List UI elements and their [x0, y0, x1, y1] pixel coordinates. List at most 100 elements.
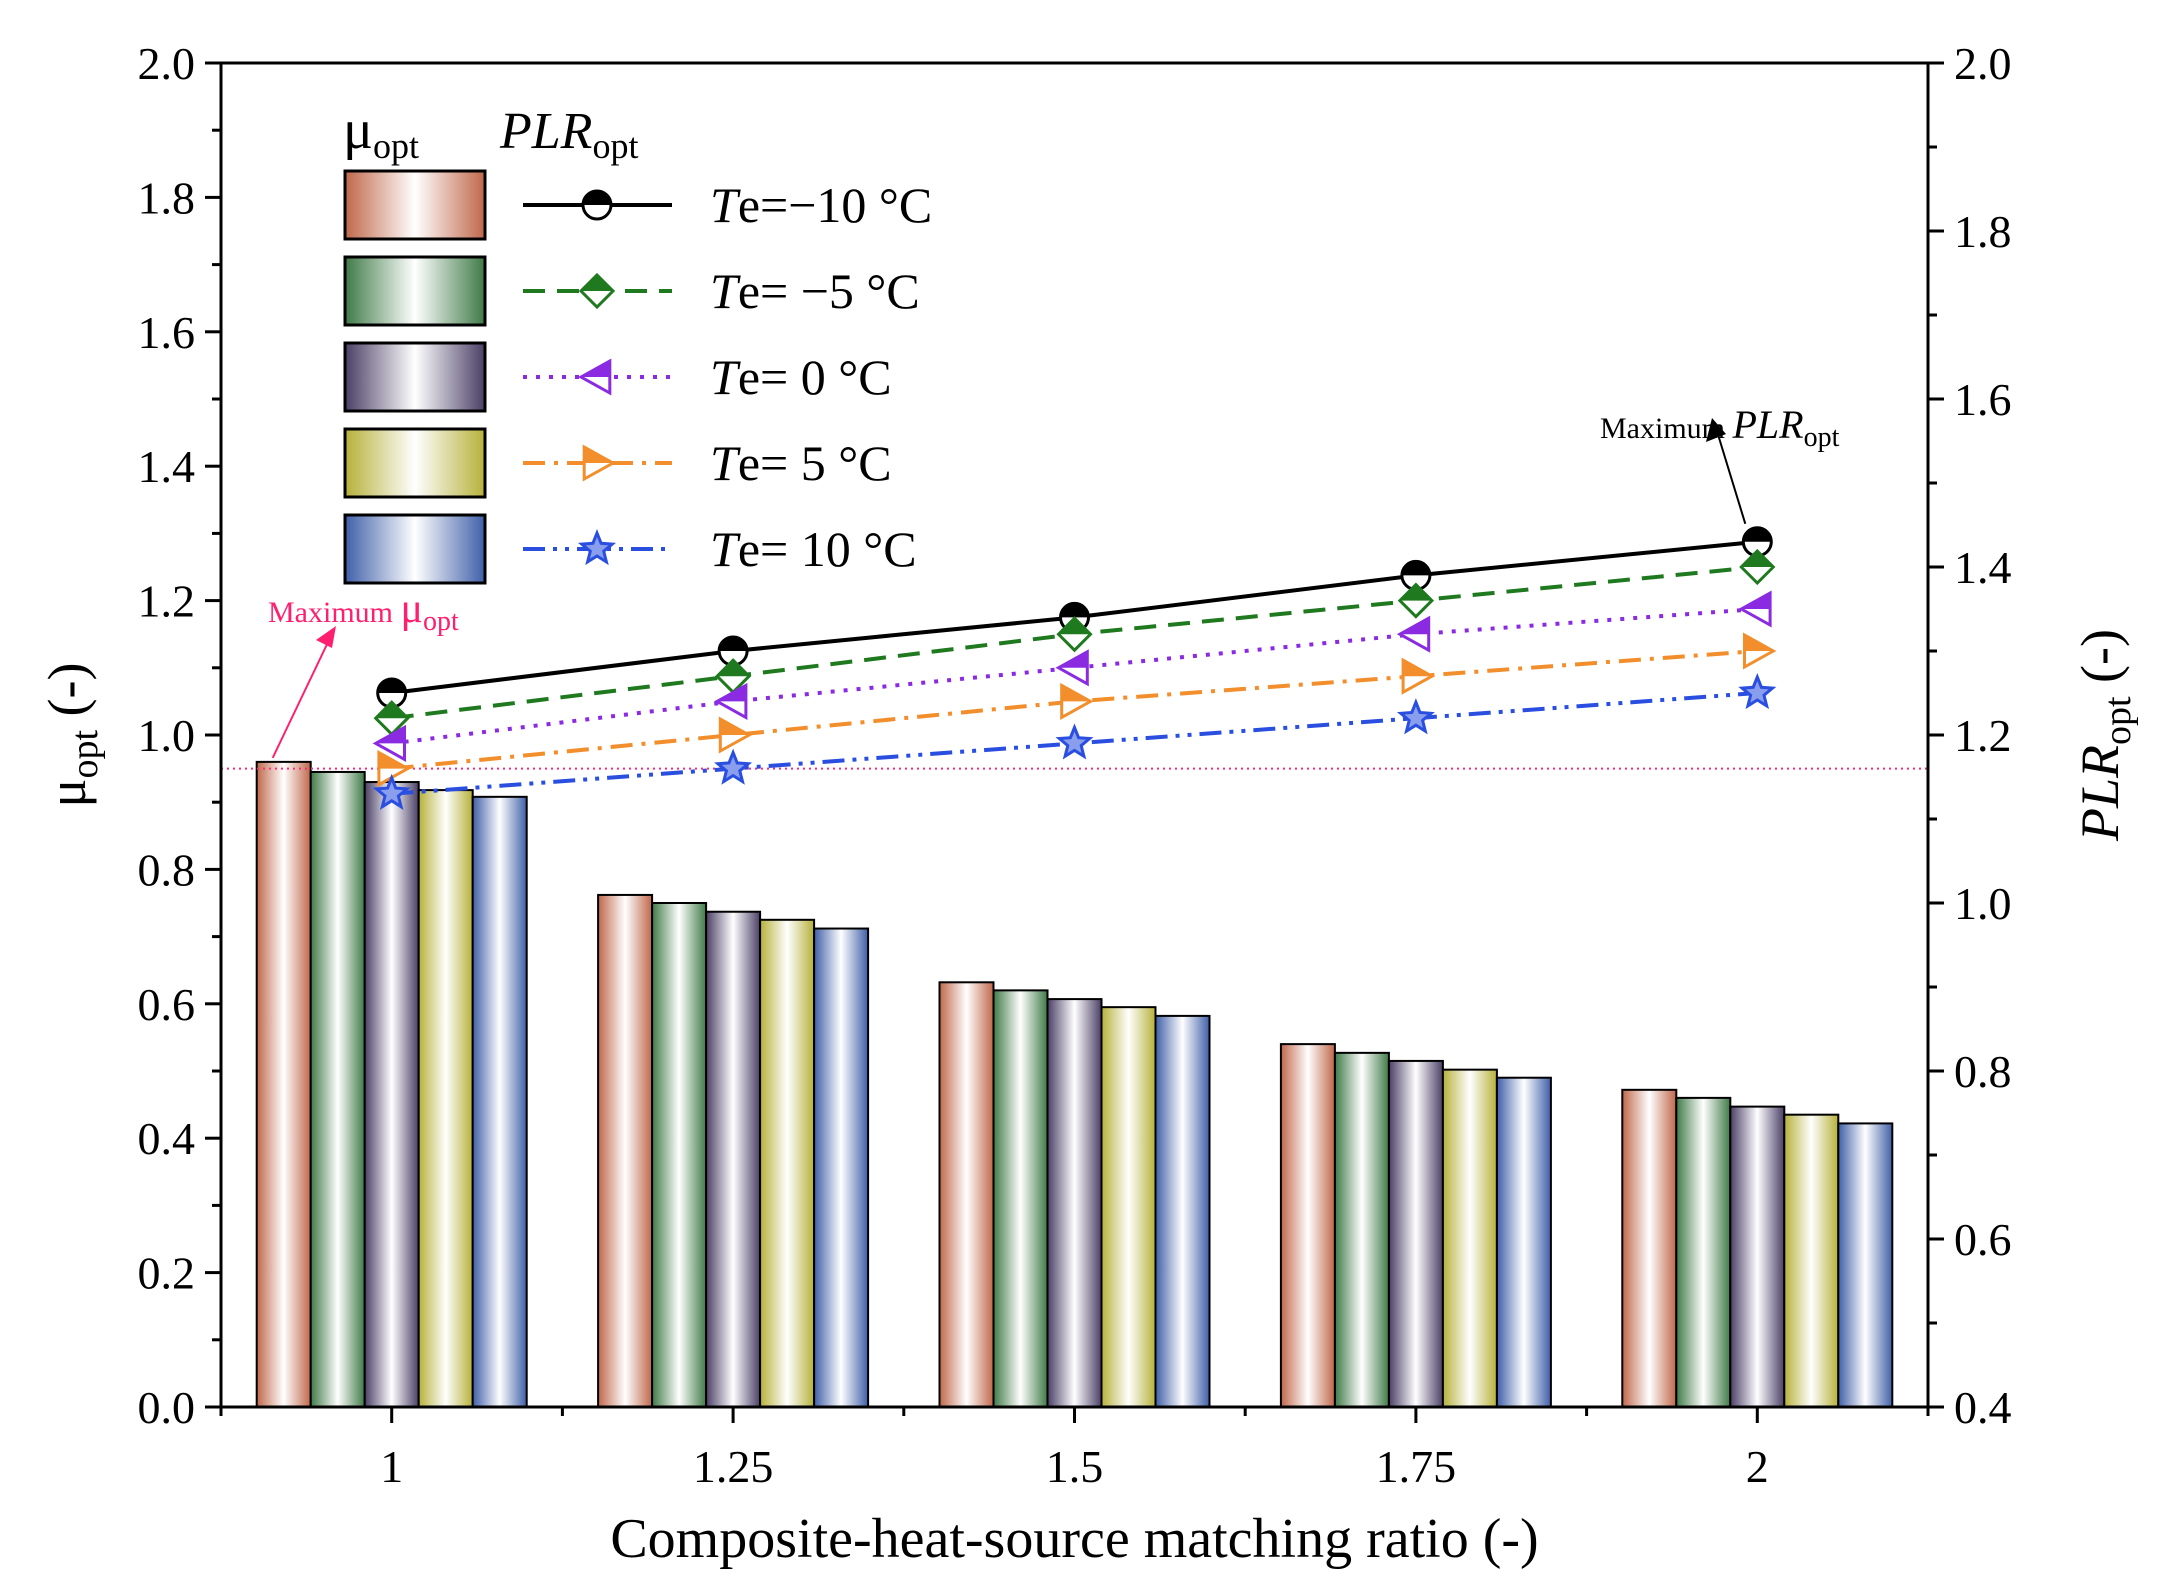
marker-fill — [581, 533, 613, 562]
marker-fill — [1399, 584, 1432, 601]
legend-bar-swatch — [343, 341, 487, 413]
y-tick-label: 0.0 — [138, 1382, 196, 1433]
x-tick-label: 1.75 — [1376, 1441, 1457, 1492]
legend-entry: Te=−10 °C — [343, 169, 932, 241]
bar — [1046, 998, 1103, 1408]
y-tick-label: 1.2 — [138, 576, 196, 627]
line-marker — [1396, 615, 1431, 653]
legend-header-plr-main: PLR — [499, 103, 592, 160]
line-marker — [1056, 616, 1093, 653]
marker-fill — [717, 752, 749, 782]
legend-label-t: T — [710, 435, 741, 491]
legend-label-sub: e — [738, 435, 760, 491]
marker-fill — [1061, 685, 1091, 702]
y2-tick-label: 1.6 — [1954, 374, 2012, 425]
marker-fill — [1741, 593, 1771, 609]
x-tick-label: 1.5 — [1046, 1441, 1104, 1492]
line-marker — [1743, 632, 1777, 670]
legend-entry: Te= 0 °C — [343, 341, 892, 413]
marker-fill — [720, 719, 750, 735]
bar — [1495, 1076, 1552, 1408]
marker-fill — [1741, 551, 1774, 567]
y-tick-label: 1.4 — [138, 441, 196, 492]
legend-header-plr: PLRopt — [499, 103, 638, 166]
line-layer — [372, 526, 1777, 810]
marker-fill — [1401, 561, 1430, 576]
y2-axis-title-main: PLR — [2070, 745, 2130, 842]
y2-tick-label: 0.6 — [1954, 1214, 2012, 1265]
legend-label-t: T — [710, 349, 741, 405]
y2-tick-label: 0.8 — [1954, 1046, 2012, 1097]
line-marker — [717, 635, 749, 667]
legend-label-t: T — [710, 521, 741, 577]
y-axis-title-main: μ — [37, 779, 97, 808]
annotation-max-mu-arrow — [271, 637, 331, 759]
legend-label-rest: = −5 °C — [760, 263, 920, 319]
annotation-max-plr-sub: opt — [1804, 422, 1840, 453]
y2-tick-label: 1.4 — [1954, 542, 2012, 593]
axes: 0.0 0.2 0.4 0.6 0.8 1.0 1.2 1.4 1.6 1.8 2.0 0.4 0.6 0… — [37, 38, 2139, 1570]
marker-fill — [376, 777, 407, 807]
legend-header-mu: μopt — [343, 99, 419, 166]
marker-fill — [581, 361, 610, 377]
annotation-max-plr-arrow — [1715, 427, 1747, 525]
marker-fill — [1742, 677, 1773, 706]
y-tick-label: 0.2 — [138, 1248, 196, 1299]
y2-tick-label: 2.0 — [1954, 38, 2012, 89]
legend-entry: Te= 5 °C — [343, 427, 892, 499]
line-marker — [1060, 682, 1094, 720]
line-marker — [1396, 698, 1435, 735]
bar — [597, 893, 654, 1408]
y-tick-label: 0.8 — [138, 844, 196, 895]
line-marker — [714, 682, 748, 720]
legend-label: Te= 5 °C — [710, 435, 892, 491]
legend-bar-swatch — [343, 255, 487, 327]
line-marker — [714, 748, 753, 785]
y2-axis-title-sub: opt — [2097, 696, 2139, 745]
marker-fill — [1400, 702, 1432, 732]
y-tick-label: 1.0 — [138, 710, 196, 761]
line-marker — [1397, 582, 1435, 619]
y-axis-title-suffix: (-) — [37, 663, 97, 730]
line-marker — [372, 773, 411, 810]
legend-bar-swatch — [343, 427, 487, 499]
legend-entry: Te= 10 °C — [343, 513, 917, 585]
marker-fill — [584, 447, 613, 463]
marker-fill — [375, 702, 408, 719]
annotation-max-mu-sub: opt — [423, 606, 459, 637]
line-marker — [581, 189, 613, 221]
legend-header-mu-sub: opt — [373, 126, 419, 166]
marker-fill — [1744, 635, 1774, 651]
y2-axis-title-suffix: (-) — [2070, 629, 2130, 696]
bar — [363, 781, 420, 1408]
legend-label-rest: = 10 °C — [760, 521, 917, 577]
marker-fill — [375, 727, 405, 744]
marker-fill — [1058, 618, 1091, 635]
legend-label-sub: e — [738, 521, 760, 577]
bar — [1333, 1051, 1390, 1408]
bar — [1783, 1113, 1840, 1409]
legend-bar-swatch — [343, 513, 487, 585]
bar — [1675, 1096, 1732, 1408]
legend-label-sub: e — [738, 263, 760, 319]
line-marker — [1055, 649, 1089, 687]
bar — [417, 789, 474, 1408]
annotation-max-mu-arrowhead — [316, 626, 336, 648]
bar — [471, 795, 528, 1408]
y2-tick-label: 1.0 — [1954, 878, 2012, 929]
legend-bar-swatch — [343, 169, 487, 241]
line-marker — [582, 444, 617, 482]
legend-header-mu-main: μ — [343, 99, 373, 161]
legend-label: Te=−10 °C — [710, 177, 932, 233]
line-marker — [577, 528, 617, 566]
bar — [1729, 1105, 1786, 1408]
y-tick-label: 0.4 — [138, 1113, 196, 1164]
legend-label-t: T — [710, 177, 741, 233]
legend-label-rest: =−10 °C — [760, 177, 932, 233]
legend-header-plr-sub: opt — [592, 126, 638, 166]
bar — [1441, 1068, 1498, 1408]
y-axis-title: μopt (-) — [37, 663, 106, 808]
marker-fill — [1059, 727, 1090, 757]
legend-label-rest: = 5 °C — [760, 435, 892, 491]
